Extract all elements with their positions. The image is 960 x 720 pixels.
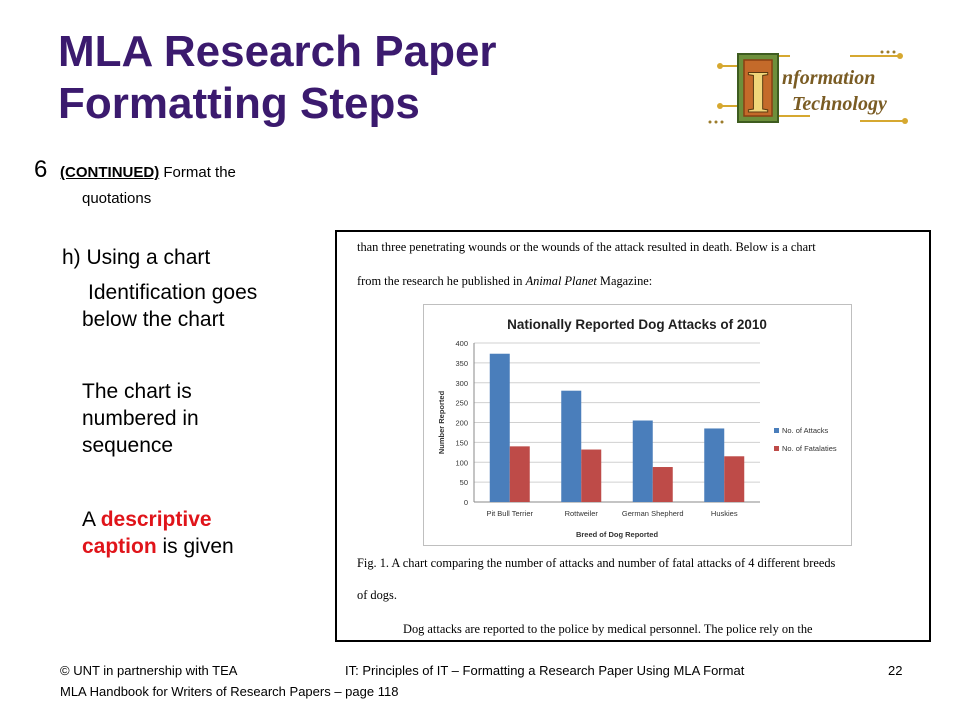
- point-identification: Identification goes below the chart: [82, 281, 258, 331]
- y-tick-label: 250: [455, 399, 468, 408]
- step-rest-line-2: quotations: [82, 190, 152, 207]
- doc-line-1: than three penetrating wounds or the wou…: [357, 240, 816, 254]
- x-tick-label: Pit Bull Terrier: [486, 509, 533, 518]
- doc-line-2-post: Magazine:: [596, 274, 653, 288]
- footer-copyright: © UNT in partnership with TEA: [60, 663, 238, 678]
- title-line-1: MLA Research Paper: [58, 27, 497, 76]
- logo-word-2: Technology: [792, 93, 887, 115]
- doc-line-2-italic: Animal Planet: [525, 274, 597, 288]
- point-caption-highlight-1: descriptive: [100, 508, 212, 531]
- title-line-2: Formatting Steps: [58, 79, 420, 128]
- information-technology-logo: I nformation Technology: [708, 48, 908, 126]
- step-number: 6: [34, 156, 48, 183]
- x-axis-label: Breed of Dog Reported: [576, 530, 659, 539]
- footer-handbook: MLA Handbook for Writers of Research Pap…: [60, 684, 399, 699]
- x-tick-label: German Shepherd: [622, 509, 684, 518]
- step-continued: (CONTINUED): [60, 164, 160, 181]
- bar-fatalities: [581, 449, 602, 502]
- step-heading: 6 (CONTINUED) Format the: [34, 156, 236, 184]
- y-tick-label: 200: [455, 419, 468, 428]
- legend-label: No. of Attacks: [782, 426, 829, 435]
- document-excerpt: than three penetrating wounds or the wou…: [335, 230, 931, 642]
- y-axis-label: Number Reported: [437, 390, 446, 454]
- bar-fatalities: [509, 446, 530, 502]
- bar-attacks: [489, 353, 510, 502]
- doc-caption-2: of dogs.: [357, 588, 397, 602]
- y-tick-label: 400: [455, 339, 468, 348]
- legend-swatch: [774, 428, 779, 433]
- y-tick-label: 100: [455, 458, 468, 467]
- logo-letter: I: [746, 59, 769, 125]
- footer-page-number: 22: [888, 663, 903, 678]
- bar-attacks: [561, 390, 582, 502]
- bar-chart-svg: Nationally Reported Dog Attacks of 2010 0…: [437, 317, 837, 539]
- doc-line-2: from the research he published in Animal…: [357, 274, 652, 289]
- bar-chart: Nationally Reported Dog Attacks of 2010 0…: [423, 304, 852, 546]
- slide-title: MLA Research Paper Formatting Steps: [58, 26, 658, 130]
- point-caption-pre: A: [82, 508, 101, 531]
- x-tick-label: Huskies: [711, 509, 738, 518]
- bar-attacks: [632, 420, 653, 502]
- point-caption: A descriptive caption is given: [82, 506, 282, 560]
- doc-caption-1: Fig. 1. A chart comparing the number of …: [357, 556, 836, 570]
- chart-title: Nationally Reported Dog Attacks of 2010: [507, 317, 767, 332]
- logo-word-1: nformation: [782, 67, 875, 89]
- bar-fatalities: [724, 456, 745, 502]
- y-tick-label: 0: [464, 498, 468, 507]
- y-tick-label: 300: [455, 379, 468, 388]
- bar-attacks: [704, 428, 725, 502]
- legend-swatch: [774, 446, 779, 451]
- sub-item: h) Using a chart: [62, 246, 211, 269]
- y-tick-label: 50: [460, 478, 468, 487]
- legend-label: No. of Fatalaties: [782, 444, 837, 453]
- point-caption-post: is given: [156, 535, 234, 558]
- y-tick-label: 150: [455, 438, 468, 447]
- doc-line-2-pre: from the research he published in: [357, 274, 526, 288]
- x-tick-label: Rottweiler: [565, 509, 599, 518]
- point-caption-highlight-2: caption: [82, 535, 157, 558]
- bar-fatalities: [652, 467, 673, 502]
- footer-course: IT: Principles of IT – Formatting a Rese…: [345, 663, 745, 678]
- y-tick-label: 350: [455, 359, 468, 368]
- point-numbered: The chart is numbered in sequence: [82, 380, 199, 457]
- doc-line-last: Dog attacks are reported to the police b…: [403, 622, 813, 636]
- step-rest: Format the: [159, 164, 236, 181]
